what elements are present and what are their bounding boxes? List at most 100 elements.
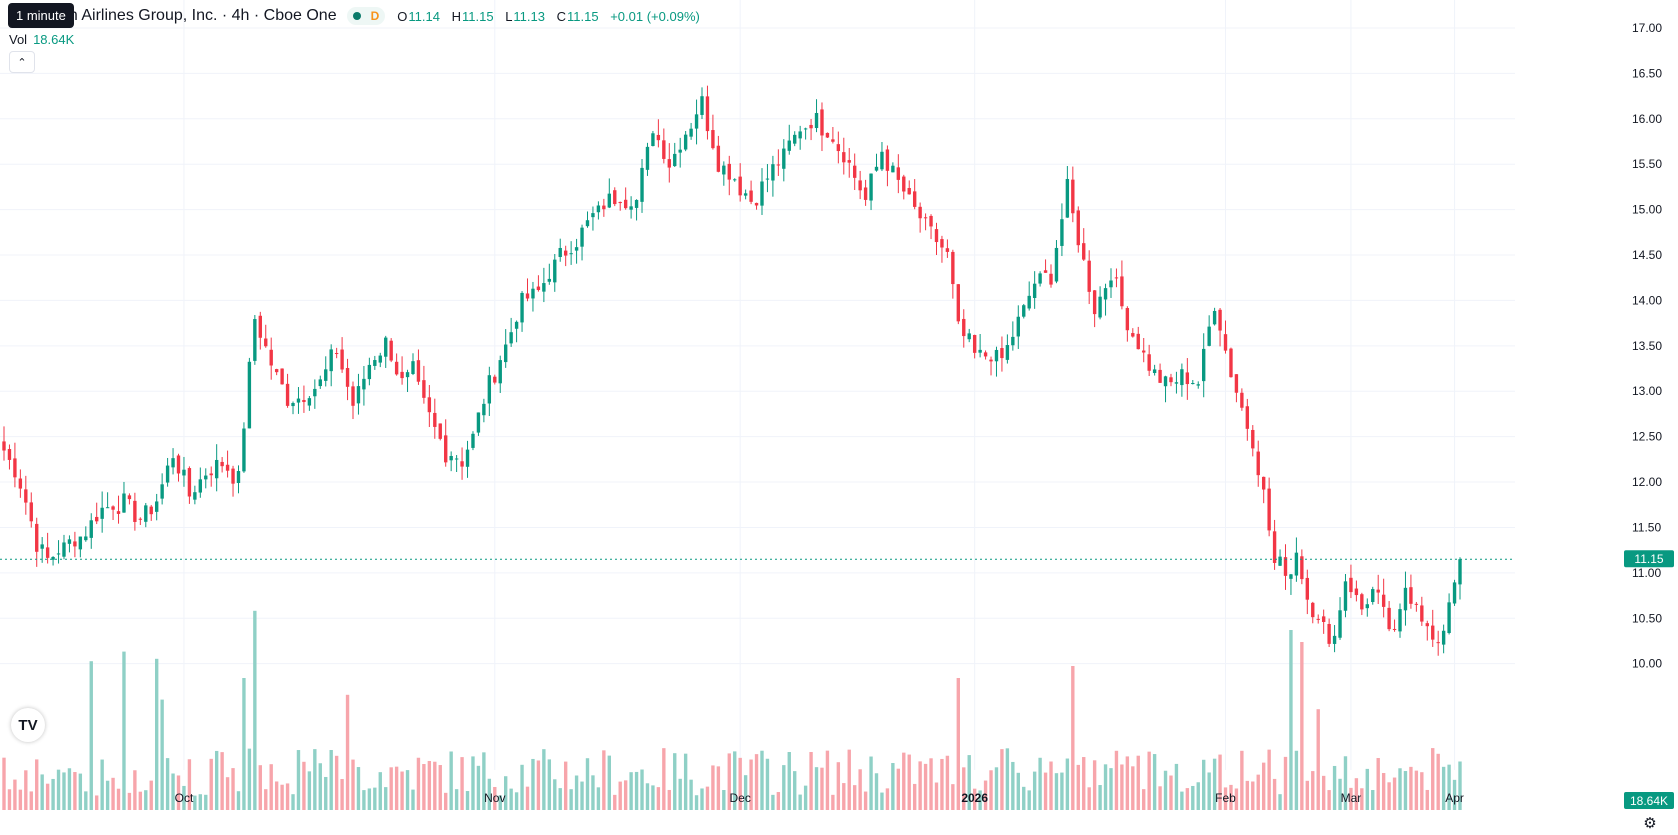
candle-body xyxy=(716,145,721,172)
candle-body xyxy=(1311,602,1315,618)
volume-bar xyxy=(1245,780,1250,810)
price-axis[interactable]: 17.00 16.50 16.00 15.50 15.00 14.50 14.00 13.50… xyxy=(1632,21,1662,671)
volume-bar xyxy=(1267,749,1271,810)
candle-body xyxy=(678,149,682,153)
time-tick-label: Mar xyxy=(1341,791,1362,805)
volume-bar xyxy=(591,775,595,810)
volume-bar xyxy=(1092,760,1097,810)
candle-body xyxy=(351,386,355,406)
volume-bar xyxy=(318,763,322,810)
volume-bar xyxy=(1256,774,1260,810)
candle-body xyxy=(1278,556,1282,566)
volume-bar xyxy=(607,755,611,810)
candle-body xyxy=(662,140,666,159)
volume-bar xyxy=(176,775,181,810)
volume-bar xyxy=(1125,756,1130,810)
volume-bar xyxy=(1027,790,1031,810)
candle-body xyxy=(220,461,224,467)
symbol-title[interactable]: can Airlines Group, Inc. · 4h · Cboe One xyxy=(52,7,337,24)
candle-body xyxy=(1360,594,1364,610)
collapse-legend-button[interactable]: ⌃ xyxy=(9,51,35,73)
candle-body xyxy=(1261,476,1266,490)
time-axis[interactable]: Oct Nov Dec 2026 Feb Mar Apr xyxy=(175,791,1464,805)
candle-body xyxy=(836,144,841,152)
volume-bar xyxy=(1392,777,1397,810)
volume-bar xyxy=(73,772,77,810)
price-tick-label: 13.00 xyxy=(1632,384,1662,398)
candle-body xyxy=(847,160,851,163)
volume-bar xyxy=(569,789,573,810)
gear-icon[interactable]: ⚙ xyxy=(1643,815,1657,832)
candle-body xyxy=(1147,354,1151,371)
volume-bar xyxy=(373,787,377,810)
volume-bar xyxy=(749,759,753,810)
candle-body xyxy=(1332,635,1337,644)
candle-body xyxy=(683,134,688,150)
tradingview-logo-icon[interactable]: TV xyxy=(11,708,45,742)
candle-body xyxy=(514,321,519,329)
volume-bar xyxy=(384,787,388,810)
volume-bar xyxy=(504,776,508,810)
volume-bar xyxy=(51,778,55,810)
candle-body xyxy=(324,369,328,381)
volume-bar xyxy=(896,768,901,810)
price-tick-label: 10.00 xyxy=(1632,657,1662,671)
candle-body xyxy=(525,293,530,299)
candle-body xyxy=(84,536,88,541)
candle-body xyxy=(269,349,273,366)
volume-bar xyxy=(1398,768,1402,810)
volume-bar xyxy=(1163,770,1168,810)
candle-body xyxy=(962,318,966,337)
volume-bar xyxy=(531,758,535,810)
candle-body xyxy=(1251,429,1255,449)
volume-bar xyxy=(825,750,830,810)
volume-bar xyxy=(411,789,415,810)
volume-bar xyxy=(1076,764,1080,810)
candle-body xyxy=(1158,369,1162,383)
volume-bar xyxy=(912,783,917,810)
volume-bar xyxy=(1016,772,1020,810)
volume-bar xyxy=(596,787,601,810)
market-status-pill[interactable]: D xyxy=(346,7,386,25)
volume-bar xyxy=(405,770,410,810)
candle-body xyxy=(1092,290,1097,315)
volume-bar xyxy=(307,771,312,810)
candle-body xyxy=(384,337,388,357)
time-tick-label: Feb xyxy=(1215,791,1236,805)
candle-body xyxy=(1120,276,1124,307)
volume-bar xyxy=(225,777,230,810)
volume-bar xyxy=(1071,666,1075,810)
candle-body xyxy=(912,191,917,207)
candle-body xyxy=(869,173,873,201)
candle-body xyxy=(138,518,143,520)
volume-bar xyxy=(967,755,971,810)
volume-bar xyxy=(1174,763,1179,810)
candle-body xyxy=(634,199,639,208)
volume-bar xyxy=(345,694,350,810)
candle-body xyxy=(613,190,617,205)
volume-bar xyxy=(585,758,590,810)
volume-legend-value: 18.64K xyxy=(33,32,75,47)
volume-legend: Vol 18.64K xyxy=(9,32,74,47)
volume-bar xyxy=(1294,750,1299,810)
candle-body xyxy=(340,349,344,370)
volume-bar xyxy=(629,772,633,810)
volume-bar xyxy=(803,785,808,810)
volume-bar xyxy=(220,752,224,810)
high-value: 11.15 xyxy=(461,8,494,24)
candle-body xyxy=(722,165,726,175)
candlestick-series xyxy=(2,85,1462,656)
volume-bar xyxy=(814,767,819,810)
volume-bar xyxy=(809,751,813,810)
candle-body xyxy=(814,112,819,129)
candle-body xyxy=(1398,609,1402,632)
volume-bar xyxy=(678,778,682,810)
candle-body xyxy=(111,506,115,510)
candle-body xyxy=(231,468,235,484)
candle-body xyxy=(40,544,44,549)
volume-bar xyxy=(874,773,879,810)
open-value: 11.14 xyxy=(408,8,440,24)
volume-bar xyxy=(934,782,939,810)
candle-body xyxy=(793,134,797,144)
